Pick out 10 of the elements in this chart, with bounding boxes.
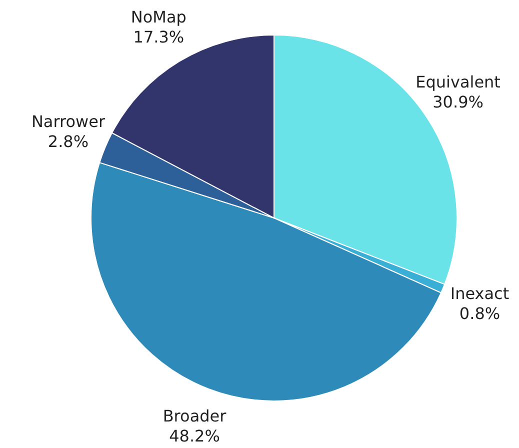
data-label: 2.8% (48, 132, 89, 152)
slice-label: NoMap (130, 7, 186, 26)
data-label: 48.2% (169, 426, 220, 446)
data-label: 17.3% (133, 27, 184, 46)
slice-label: Narrower (31, 112, 106, 132)
slice-label: Equivalent (416, 72, 500, 92)
data-label: 0.8% (459, 304, 500, 324)
slice-label: Broader (162, 406, 227, 426)
slice-label: Inexact (450, 284, 510, 304)
data-label: 30.9% (432, 92, 484, 112)
